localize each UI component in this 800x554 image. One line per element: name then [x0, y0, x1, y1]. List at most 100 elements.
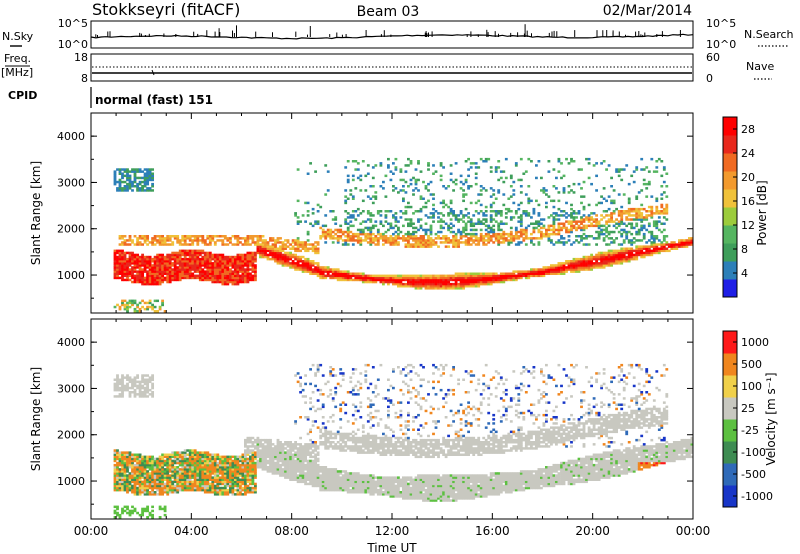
power-cell — [138, 260, 142, 263]
velocity-cell — [123, 376, 127, 379]
power-cell — [650, 232, 654, 236]
power-cell — [259, 253, 262, 257]
power-cell — [545, 272, 548, 275]
power-cell — [507, 210, 511, 213]
power-cell — [344, 230, 348, 234]
power-cell — [193, 257, 197, 261]
power-cell — [547, 239, 551, 242]
power-cell — [582, 255, 586, 259]
velocity-cell — [128, 476, 132, 479]
power-cell — [244, 268, 247, 271]
power-cell — [384, 274, 388, 278]
power-cell — [469, 228, 473, 232]
power-cell — [537, 272, 541, 275]
power-cell — [688, 243, 691, 246]
power-cell — [296, 262, 300, 265]
velocity-cell — [196, 451, 200, 454]
power-cell — [151, 185, 155, 188]
power-cell — [314, 222, 318, 225]
power-cell — [657, 251, 661, 255]
power-cell — [449, 207, 453, 211]
power-cell — [605, 214, 609, 217]
power-cell — [131, 274, 134, 278]
power-cell — [334, 232, 338, 236]
power-cell — [524, 193, 528, 196]
power-cell — [319, 270, 323, 273]
power-cell — [198, 253, 202, 257]
power-cell — [557, 224, 561, 228]
power-cell — [454, 218, 458, 221]
power-cell — [560, 237, 563, 240]
power-cell — [316, 220, 320, 223]
velocity-cell — [138, 478, 142, 481]
velocity-cell — [136, 480, 140, 484]
power-cell — [494, 210, 498, 213]
power-cell — [126, 168, 129, 171]
power-cell — [306, 232, 310, 236]
power-cell — [612, 189, 616, 192]
power-cell — [442, 205, 446, 209]
power-cell — [419, 243, 423, 246]
power-cell — [397, 226, 400, 230]
power-cell — [452, 214, 456, 217]
power-cell — [494, 212, 498, 215]
power-cell — [575, 264, 578, 267]
power-cell — [161, 241, 165, 244]
power-cell — [622, 193, 626, 196]
power-cell — [412, 222, 415, 225]
velocity-cell — [178, 451, 182, 454]
velocity-cell — [121, 374, 124, 377]
velocity-cell — [113, 386, 117, 390]
power-cell — [540, 189, 543, 192]
power-cell — [183, 272, 187, 275]
power-cell — [550, 270, 553, 273]
velocity-cell — [118, 378, 122, 381]
power-cell — [522, 239, 526, 242]
power-cell — [269, 253, 272, 257]
power-cell — [223, 272, 227, 275]
velocity-cell — [123, 451, 127, 454]
power-cell — [301, 262, 305, 265]
power-cell — [582, 260, 586, 263]
power-cell — [226, 260, 230, 263]
power-cell — [304, 262, 308, 265]
power-cell — [171, 251, 175, 255]
power-cell — [324, 214, 328, 217]
velocity-cell — [211, 459, 215, 463]
power-cell — [176, 278, 180, 282]
power-cell — [201, 237, 205, 240]
power-cell — [239, 237, 242, 240]
power-cell — [622, 251, 626, 255]
power-cell — [610, 218, 614, 221]
velocity-cell — [213, 493, 217, 496]
velocity-cell — [198, 472, 202, 475]
power-cell — [652, 224, 656, 228]
velocity-cell — [216, 491, 220, 494]
power-cell — [118, 266, 122, 269]
velocity-cell — [113, 486, 117, 490]
power-cell — [630, 251, 634, 255]
power-cell — [183, 268, 187, 271]
power-cell — [188, 266, 192, 269]
power-cell — [572, 270, 576, 273]
power-cell — [464, 239, 468, 242]
power-cell — [459, 278, 463, 282]
power-cell — [422, 278, 425, 282]
power-cell — [397, 280, 400, 284]
velocity-cell — [148, 380, 152, 384]
velocity-cell — [229, 470, 232, 473]
power-cell — [570, 243, 573, 246]
power-cell — [351, 274, 355, 278]
power-cell — [146, 189, 150, 192]
velocity-cell — [116, 484, 119, 488]
power-cell — [595, 253, 599, 257]
power-cell — [570, 189, 573, 192]
power-cell — [196, 255, 200, 259]
velocity-cell — [196, 461, 200, 465]
power-cell — [655, 251, 659, 255]
velocity-cell — [171, 468, 175, 471]
velocity-cell — [148, 484, 152, 488]
station-title: Stokkseyri (fitACF) — [92, 0, 240, 19]
power-cell — [249, 262, 252, 265]
velocity-cell — [221, 468, 225, 471]
